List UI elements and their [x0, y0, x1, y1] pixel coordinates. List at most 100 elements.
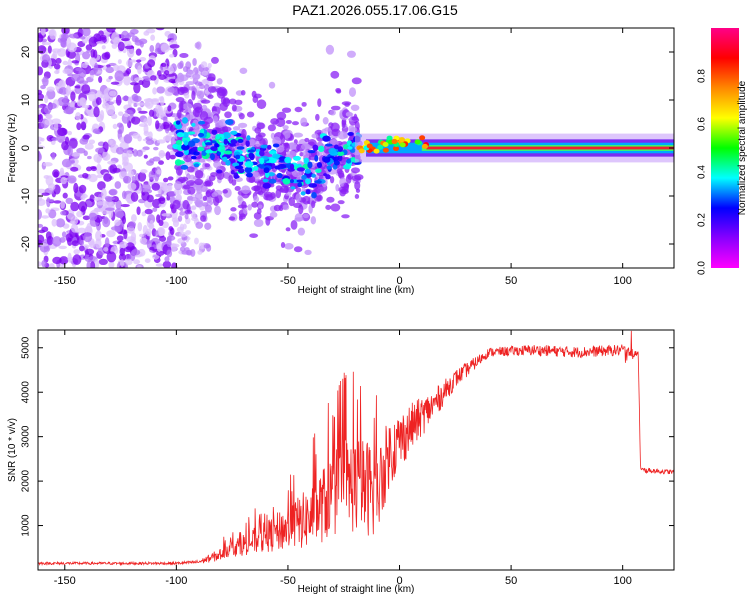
signal-blob — [330, 203, 341, 212]
signal-blob — [345, 112, 354, 117]
signal-blob — [183, 140, 189, 146]
noise-blob — [38, 188, 47, 194]
snr-chart: -150 -100 -50 0 50 100 1000 2000 3000 4000 5000 Hei… — [7, 329, 675, 595]
noise-blob — [106, 28, 116, 33]
noise-blob — [152, 87, 157, 95]
noise-blob — [125, 242, 135, 251]
signal-blob — [253, 218, 264, 228]
signal-blob — [207, 73, 216, 82]
noise-blob — [140, 169, 148, 174]
noise-blob — [94, 62, 99, 73]
noise-blob — [53, 200, 62, 204]
signal-blob — [210, 56, 219, 64]
noise-blob — [102, 150, 109, 161]
noise-blob — [121, 215, 127, 225]
signal-blob — [297, 182, 303, 188]
signal-blob — [215, 143, 220, 148]
noise-blob — [136, 102, 145, 106]
noise-blob — [191, 216, 199, 222]
signal-blob — [230, 139, 238, 145]
signal-blob — [246, 111, 255, 118]
x-axis-label: Height of straight line (km) — [298, 584, 415, 595]
noise-blob — [167, 183, 173, 192]
noise-blob — [149, 246, 155, 251]
noise-blob — [82, 51, 91, 60]
signal-blob — [281, 107, 292, 113]
signal-blob — [233, 172, 239, 179]
noise-blob — [102, 102, 110, 109]
noise-blob — [123, 113, 130, 118]
signal-blob — [330, 105, 341, 111]
signal-blob — [354, 180, 361, 191]
noise-blob — [88, 36, 98, 47]
noise-blob — [51, 152, 56, 160]
noise-blob — [97, 181, 106, 191]
signal-blob — [317, 145, 325, 152]
noise-blob — [108, 90, 117, 97]
noise-blob — [124, 258, 133, 266]
signal-blob — [268, 178, 277, 184]
x-tick-label: -100 — [165, 275, 187, 287]
noise-blob — [131, 249, 141, 256]
colorbar — [711, 28, 739, 268]
signal-blob — [229, 98, 237, 105]
signal-blob — [182, 117, 189, 124]
x-axis-label: Height of straight line (km) — [298, 285, 415, 296]
noise-blob — [61, 231, 67, 238]
noise-blob — [71, 60, 80, 64]
noise-blob — [68, 33, 79, 39]
signal-blob — [311, 191, 317, 199]
signal-blob — [185, 114, 194, 121]
signal-blob — [329, 109, 336, 116]
signal-blob — [230, 207, 237, 212]
noise-blob — [197, 250, 203, 255]
noise-blob — [129, 111, 134, 117]
noise-blob — [67, 252, 72, 263]
noise-blob — [204, 222, 212, 230]
noise-blob — [105, 207, 115, 211]
noise-blob — [78, 201, 88, 212]
signal-blob — [259, 157, 265, 165]
noise-blob — [51, 48, 62, 53]
signal-blob — [316, 150, 323, 157]
signal-blob — [175, 120, 181, 125]
noise-blob — [41, 215, 50, 219]
signal-blob — [291, 121, 299, 126]
noise-blob — [192, 58, 197, 66]
signal-blob — [332, 156, 340, 161]
noise-blob — [73, 182, 79, 194]
noise-blob — [169, 154, 176, 160]
signal-blob — [213, 189, 223, 196]
signal-blob — [211, 140, 217, 144]
noise-blob — [49, 28, 57, 40]
noise-blob — [153, 146, 159, 151]
noise-blob — [90, 48, 96, 59]
signal-blob — [193, 151, 200, 156]
signal-blob — [337, 151, 345, 157]
noise-blob — [191, 205, 197, 210]
noise-blob — [60, 37, 67, 48]
noise-blob — [119, 241, 128, 249]
signal-blob — [325, 174, 331, 180]
noise-blob — [117, 59, 122, 65]
signal-blob — [276, 172, 283, 179]
signal-blob — [194, 200, 203, 205]
noise-blob — [179, 211, 186, 216]
noise-blob — [71, 73, 81, 82]
signal-blob — [343, 164, 352, 170]
signal-blob — [187, 131, 196, 135]
noise-blob — [82, 172, 89, 179]
signal-blob — [223, 171, 230, 179]
noise-blob — [131, 214, 137, 223]
noise-blob — [77, 28, 84, 38]
signal-blob — [276, 111, 287, 121]
noise-blob — [159, 236, 167, 242]
tone-blob — [399, 142, 406, 148]
noise-blob — [70, 166, 79, 172]
noise-blob — [155, 104, 162, 114]
noise-blob — [119, 259, 125, 268]
noise-blob — [111, 113, 118, 120]
noise-blob — [179, 246, 186, 252]
signal-blob — [205, 142, 213, 146]
y-tick-label: -10 — [20, 188, 32, 204]
